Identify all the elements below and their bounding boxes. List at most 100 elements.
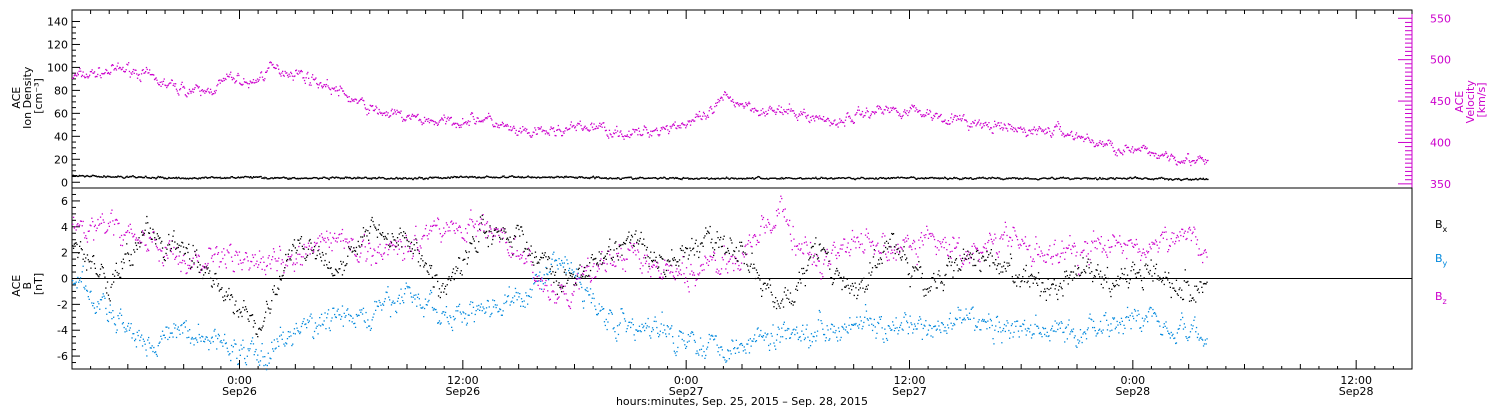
data-point (148, 249, 150, 252)
data-point (793, 178, 795, 180)
data-point (192, 177, 194, 179)
data-point (970, 308, 972, 310)
data-point (1010, 324, 1013, 327)
data-point (1172, 179, 1174, 181)
data-point (870, 318, 872, 320)
data-point (1161, 177, 1164, 179)
data-point (195, 253, 197, 255)
data-point (934, 325, 937, 327)
data-point (313, 79, 315, 81)
data-point (193, 88, 195, 90)
data-point (1183, 323, 1185, 325)
data-point (1163, 154, 1165, 156)
data-point (417, 293, 420, 295)
data-point (789, 337, 791, 339)
data-point (1164, 325, 1166, 327)
data-point (1177, 328, 1179, 330)
data-point (865, 310, 868, 312)
data-point (352, 177, 355, 179)
data-point (874, 111, 877, 113)
data-point (334, 90, 336, 92)
data-point (885, 178, 887, 180)
data-point (807, 336, 809, 338)
data-point (308, 84, 311, 86)
data-point (196, 260, 199, 262)
data-point (141, 241, 143, 244)
data-point (927, 329, 930, 331)
data-point (444, 314, 446, 316)
data-point (906, 110, 908, 112)
data-point (104, 297, 106, 299)
data-point (986, 124, 988, 126)
data-point (348, 320, 351, 322)
data-point (1055, 177, 1058, 179)
data-point (602, 308, 604, 310)
data-point (744, 178, 746, 180)
data-point (1161, 334, 1163, 336)
data-point (847, 332, 849, 334)
data-point (1183, 160, 1185, 162)
data-point (906, 177, 908, 180)
data-point (665, 178, 667, 180)
data-point (107, 222, 110, 225)
data-point (1076, 346, 1078, 348)
data-point (268, 362, 270, 364)
data-point (165, 177, 167, 179)
data-point (640, 262, 642, 264)
data-point (241, 176, 243, 178)
data-point (459, 175, 461, 178)
data-point (423, 316, 425, 318)
data-point (1176, 178, 1178, 180)
data-point (990, 127, 992, 129)
data-point (562, 290, 565, 293)
data-point (152, 176, 154, 179)
data-point (422, 235, 424, 238)
data-point (77, 74, 79, 76)
data-point (258, 176, 260, 178)
data-point (312, 74, 314, 76)
data-point (593, 176, 595, 178)
data-point (261, 177, 263, 179)
data-point (1187, 339, 1189, 342)
data-point (486, 299, 489, 302)
velocity-tick-label: 400 (1430, 136, 1451, 149)
data-point (668, 132, 670, 135)
data-point (230, 176, 233, 178)
data-point (584, 177, 586, 179)
data-point (585, 176, 588, 179)
data-point (651, 135, 653, 137)
data-point (195, 177, 197, 179)
data-point (1060, 321, 1062, 323)
data-point (594, 178, 596, 180)
data-point (1135, 176, 1137, 179)
data-point (915, 178, 917, 180)
data-point (281, 72, 283, 74)
data-point (277, 177, 280, 179)
data-point (485, 117, 487, 119)
data-point (668, 333, 670, 335)
data-point (550, 126, 552, 128)
data-point (707, 178, 710, 180)
data-point (154, 78, 156, 80)
data-point (987, 126, 989, 128)
data-point (827, 329, 829, 331)
data-point (652, 329, 654, 331)
data-point (700, 177, 703, 179)
data-point (417, 178, 419, 180)
data-point (124, 331, 126, 333)
data-point (823, 177, 825, 179)
data-point (169, 82, 171, 84)
data-point (439, 119, 441, 122)
data-point (609, 133, 611, 135)
data-point (380, 304, 382, 306)
data-point (733, 178, 735, 180)
data-point (695, 352, 697, 355)
data-point (1092, 326, 1094, 329)
data-point (404, 120, 406, 122)
data-point (261, 76, 264, 78)
data-point (317, 178, 319, 180)
data-point (182, 254, 185, 257)
data-point (677, 125, 680, 127)
data-point (221, 80, 223, 82)
data-point (402, 300, 404, 302)
